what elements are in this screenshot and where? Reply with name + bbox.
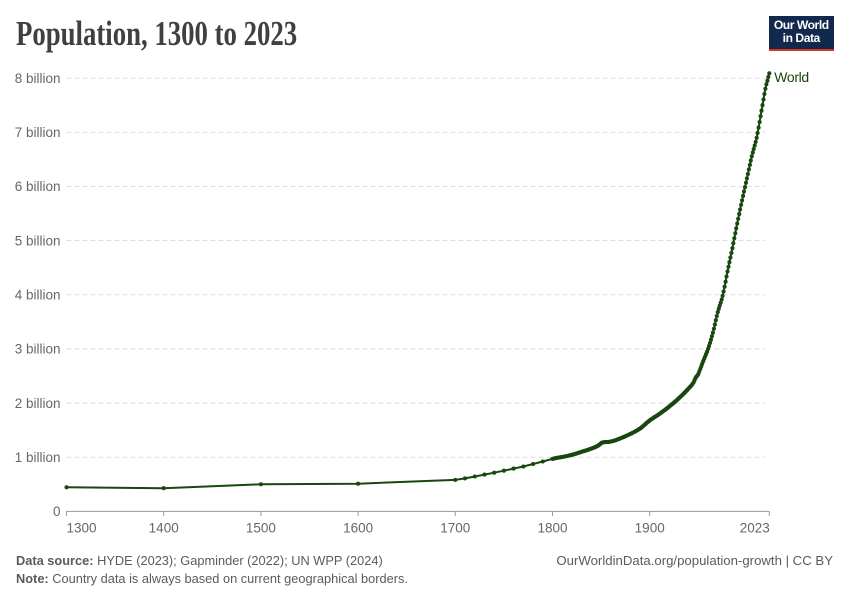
svg-text:1 billion: 1 billion: [15, 450, 61, 465]
svg-text:2 billion: 2 billion: [15, 396, 61, 411]
svg-text:1700: 1700: [440, 521, 470, 536]
svg-text:6 billion: 6 billion: [15, 179, 61, 194]
svg-text:1300: 1300: [67, 521, 97, 536]
svg-text:1600: 1600: [343, 521, 373, 536]
svg-text:1400: 1400: [149, 521, 179, 536]
svg-text:0: 0: [53, 504, 61, 519]
svg-text:1900: 1900: [635, 521, 665, 536]
svg-text:2023: 2023: [740, 521, 770, 536]
svg-text:8 billion: 8 billion: [15, 71, 61, 86]
svg-text:1500: 1500: [246, 521, 276, 536]
svg-text:4 billion: 4 billion: [15, 288, 61, 303]
svg-text:7 billion: 7 billion: [15, 125, 61, 140]
svg-text:5 billion: 5 billion: [15, 233, 61, 248]
svg-text:1800: 1800: [537, 521, 567, 536]
svg-text:World: World: [774, 69, 809, 85]
svg-text:3 billion: 3 billion: [15, 342, 61, 357]
